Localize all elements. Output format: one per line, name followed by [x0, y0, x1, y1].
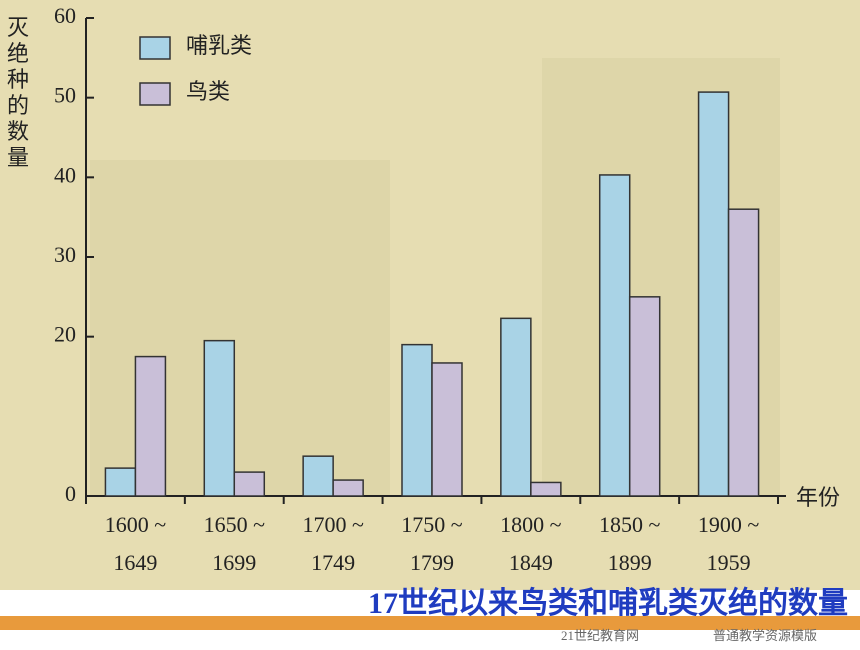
y-tick-label: 30: [54, 242, 76, 267]
footer-text: 21世纪教育网: [561, 628, 639, 643]
caption: 17世纪以来鸟类和哺乳类灭绝的数量: [368, 586, 848, 620]
y-axis-label-char: 的: [7, 93, 29, 118]
bar: [598, 174, 631, 497]
bar: [104, 467, 137, 497]
footer-text: 普通教学资源模版: [713, 628, 817, 643]
x-tick-label: 1959: [707, 550, 751, 575]
x-tick-label: 1650 ~: [204, 512, 266, 537]
y-axis-label: 灭绝种的数量: [7, 15, 29, 170]
y-tick-label: 0: [65, 481, 76, 506]
legend-swatch: [139, 36, 171, 60]
y-tick-label: 20: [54, 322, 76, 347]
bar: [530, 481, 562, 497]
x-tick-label: 1800 ~: [500, 512, 562, 537]
y-axis-label-char: 数: [7, 119, 29, 144]
x-tick-label: 1850 ~: [599, 512, 661, 537]
x-tick-label: 1750 ~: [401, 512, 463, 537]
bar: [203, 339, 236, 497]
x-tick-label: 1600 ~: [105, 512, 167, 537]
x-tick-label: 1649: [113, 550, 157, 575]
bar: [727, 208, 760, 497]
y-tick-label: 40: [54, 162, 76, 187]
bar: [500, 317, 532, 497]
bar: [134, 355, 167, 497]
legend-label: 哺乳类: [186, 33, 252, 58]
y-tick-label: 60: [54, 3, 76, 28]
x-tick-label: 1899: [608, 550, 652, 575]
x-tick-label: 1900 ~: [698, 512, 760, 537]
bar: [302, 455, 334, 497]
y-axis-label-char: 种: [7, 67, 29, 92]
x-tick-label: 1700 ~: [302, 512, 364, 537]
footer-bar: [0, 616, 860, 630]
x-tick-label: 1699: [212, 550, 256, 575]
x-axis-label: 年份: [796, 485, 840, 510]
bar: [233, 471, 266, 497]
legend-label: 鸟类: [186, 79, 230, 104]
y-axis-label-char: 绝: [7, 41, 29, 66]
bar: [431, 362, 463, 497]
x-tick-label: 1849: [509, 550, 553, 575]
x-tick-label: 1799: [410, 550, 454, 575]
bar: [628, 296, 661, 497]
bar: [401, 343, 433, 497]
y-axis-label-char: 灭: [7, 15, 29, 40]
bar: [332, 479, 364, 497]
y-tick-label: 50: [54, 83, 76, 108]
x-tick-label: 1749: [311, 550, 355, 575]
bar: [697, 91, 730, 497]
y-axis-label-char: 量: [7, 145, 29, 170]
legend-swatch: [139, 82, 171, 106]
